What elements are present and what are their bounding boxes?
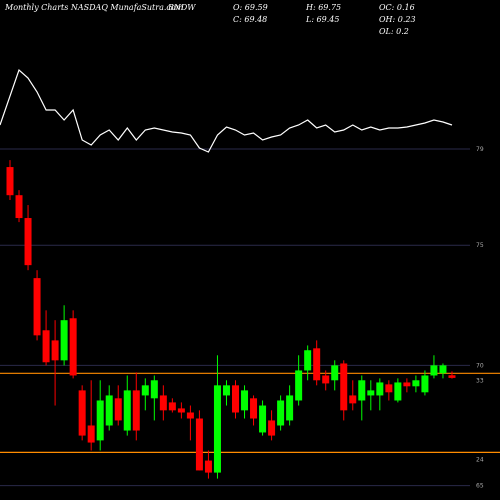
candle-body [430, 365, 438, 376]
candle-body [24, 218, 32, 266]
candle-body [105, 395, 113, 426]
candle-body [186, 412, 194, 419]
candle-body [132, 390, 140, 431]
candle-body [403, 382, 411, 387]
candle-body [15, 195, 23, 219]
stat: O: 69.59 [233, 3, 268, 12]
candle-body [313, 348, 321, 381]
candle-body [367, 390, 375, 396]
candle-body [42, 330, 50, 363]
level-label: 24 [476, 456, 484, 463]
candle-body [286, 395, 294, 421]
candle-body [340, 363, 348, 411]
candle-body [177, 408, 185, 413]
candle-body [232, 385, 239, 413]
stat: L: 69.45 [305, 15, 339, 24]
header-symbol: BNDW [167, 3, 196, 12]
candle-body [295, 370, 303, 401]
candle-body [69, 318, 77, 376]
y-tick-label: 79 [476, 146, 484, 153]
candle-body [213, 385, 221, 473]
candle-body [358, 380, 366, 401]
candle-body [331, 365, 339, 381]
candle-body [259, 405, 267, 433]
candle-body [6, 167, 14, 196]
candle-body [51, 340, 59, 361]
candle-body [141, 385, 149, 396]
candle-body [96, 400, 104, 441]
y-tick-label: 65 [476, 483, 484, 490]
stat: C: 69.48 [233, 15, 267, 24]
stat: OL: 0.2 [379, 27, 409, 36]
header-source: Monthly Charts NASDAQ MunafaSutra.com [4, 3, 184, 12]
candle-body [114, 398, 122, 421]
candle-body [78, 390, 86, 436]
candle-body [412, 380, 420, 387]
candle-body [222, 385, 230, 396]
candle-body [33, 278, 41, 336]
candle-body [439, 365, 447, 374]
candle-body [322, 375, 330, 384]
y-tick-label: 75 [476, 242, 484, 249]
candle-body [268, 420, 276, 436]
y-tick-label: 70 [476, 362, 484, 369]
candle-body [241, 390, 249, 411]
indicator-line [0, 68, 453, 153]
candle-body [150, 380, 158, 399]
candle-body [394, 382, 402, 401]
candle-body [385, 384, 393, 393]
candle-body [87, 425, 95, 443]
candle-body [349, 395, 357, 404]
candle-body [277, 400, 285, 426]
level-label: 33 [476, 377, 484, 384]
candle-body [376, 382, 384, 396]
stat: OH: 0.23 [379, 15, 416, 24]
candle-body [195, 418, 203, 471]
candle-body [304, 350, 312, 371]
candle-body [60, 320, 68, 361]
candle-body [250, 398, 258, 419]
candle-body [448, 375, 456, 378]
candle-body [159, 395, 167, 411]
candle-body [168, 402, 176, 411]
stat: OC: 0.16 [379, 3, 415, 12]
candle-body [123, 390, 131, 431]
stat: H: 69.75 [305, 3, 341, 12]
candle-body [204, 460, 212, 473]
candle-body [421, 375, 429, 393]
